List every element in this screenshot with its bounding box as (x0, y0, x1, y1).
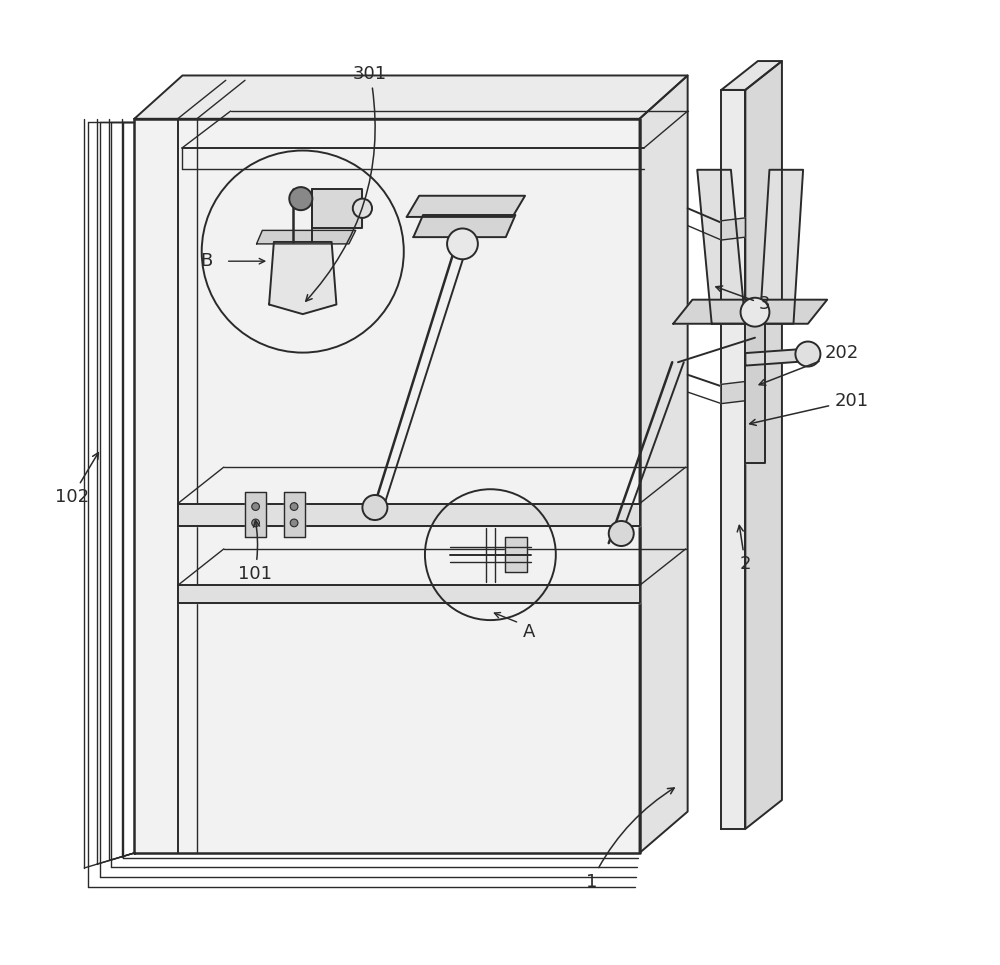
Polygon shape (697, 170, 745, 323)
Polygon shape (721, 218, 745, 240)
Polygon shape (178, 586, 640, 603)
Polygon shape (760, 170, 803, 323)
Text: B: B (200, 252, 213, 270)
Polygon shape (721, 90, 745, 829)
Polygon shape (721, 381, 745, 403)
Polygon shape (673, 300, 827, 323)
Text: 301: 301 (306, 65, 387, 301)
Circle shape (609, 521, 634, 546)
Polygon shape (134, 119, 640, 853)
Text: 202: 202 (759, 344, 859, 385)
Polygon shape (269, 242, 336, 315)
Circle shape (362, 495, 387, 520)
Circle shape (795, 342, 820, 367)
Text: 3: 3 (716, 286, 770, 314)
Polygon shape (284, 492, 305, 538)
Polygon shape (745, 61, 782, 829)
Text: 1: 1 (586, 788, 674, 891)
Circle shape (290, 503, 298, 510)
Polygon shape (257, 231, 356, 244)
Circle shape (289, 187, 312, 210)
Text: 201: 201 (750, 392, 868, 426)
Polygon shape (413, 215, 515, 237)
Circle shape (252, 519, 259, 527)
Circle shape (741, 298, 769, 326)
Polygon shape (745, 348, 813, 366)
Polygon shape (745, 323, 765, 463)
Polygon shape (640, 75, 688, 853)
Circle shape (447, 229, 478, 260)
Circle shape (252, 503, 259, 510)
Polygon shape (505, 538, 527, 572)
Text: 2: 2 (737, 525, 751, 573)
Polygon shape (407, 196, 525, 217)
Text: 102: 102 (55, 453, 98, 506)
Text: 101: 101 (238, 520, 272, 583)
Polygon shape (312, 189, 362, 228)
Polygon shape (721, 61, 782, 90)
Circle shape (290, 519, 298, 527)
Text: A: A (523, 622, 535, 641)
Polygon shape (245, 492, 266, 538)
Polygon shape (178, 504, 640, 526)
Polygon shape (134, 75, 688, 119)
Circle shape (353, 199, 372, 218)
